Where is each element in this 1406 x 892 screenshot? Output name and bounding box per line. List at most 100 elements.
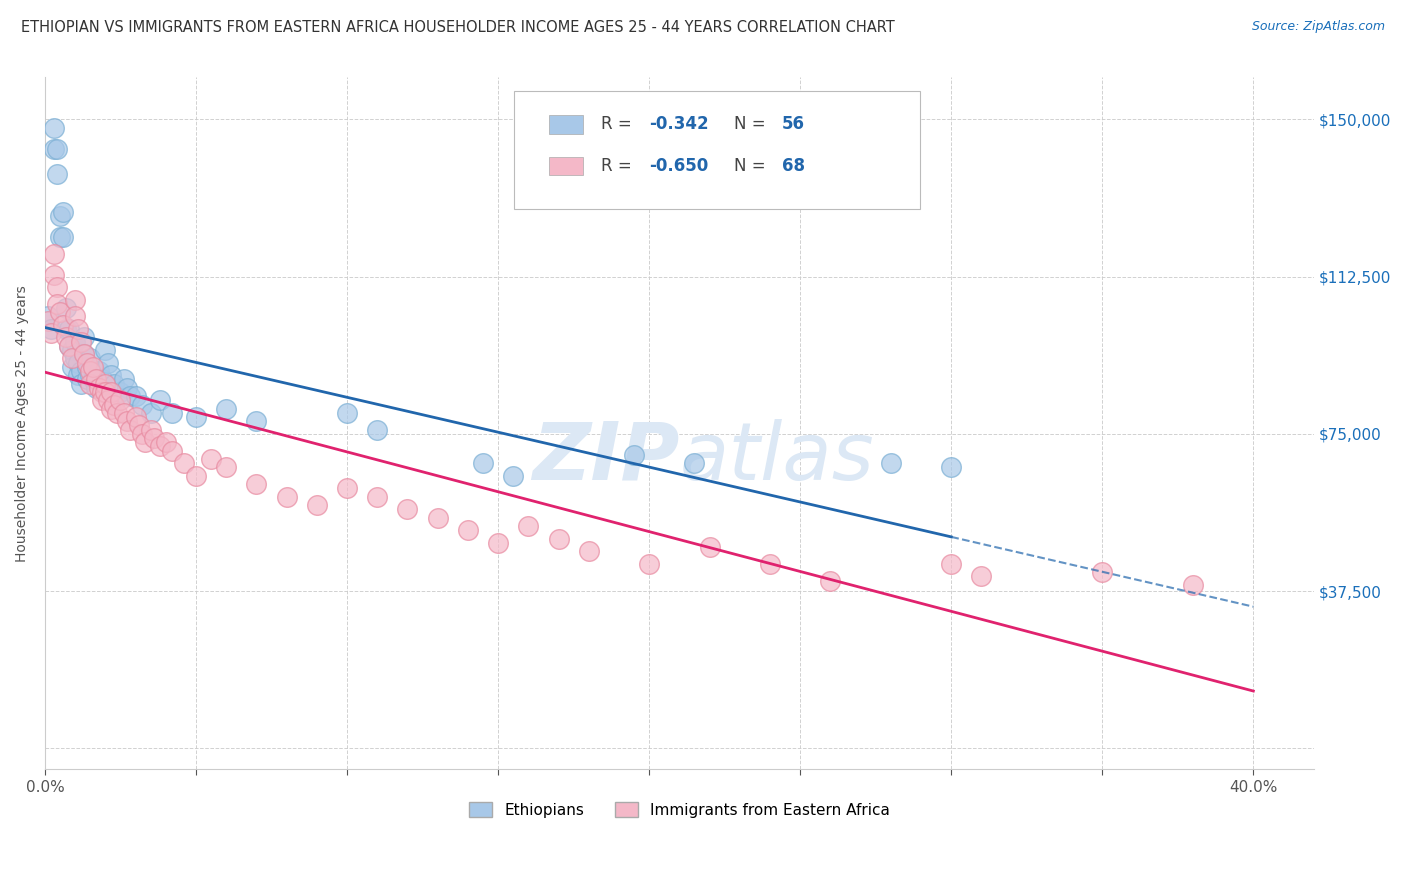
FancyBboxPatch shape — [515, 91, 921, 209]
Point — [139, 423, 162, 437]
Point — [578, 544, 600, 558]
Point — [110, 393, 132, 408]
Point — [245, 477, 267, 491]
Point — [160, 406, 183, 420]
Point — [82, 359, 104, 374]
Point — [699, 540, 721, 554]
Point — [97, 355, 120, 369]
Point — [118, 423, 141, 437]
Point — [42, 120, 65, 135]
Point — [58, 339, 80, 353]
Point — [55, 330, 77, 344]
Point — [76, 355, 98, 369]
Point — [67, 368, 90, 383]
Point — [124, 410, 146, 425]
Point — [124, 389, 146, 403]
Point — [142, 431, 165, 445]
Point — [79, 364, 101, 378]
Point — [76, 372, 98, 386]
Point — [366, 423, 388, 437]
Point — [63, 310, 86, 324]
Point — [638, 557, 661, 571]
Point — [79, 376, 101, 391]
Point — [970, 569, 993, 583]
Point — [426, 510, 449, 524]
Point — [215, 401, 238, 416]
Point — [173, 456, 195, 470]
Point — [683, 456, 706, 470]
Point — [58, 322, 80, 336]
Point — [759, 557, 782, 571]
Point — [42, 246, 65, 260]
Point — [70, 334, 93, 349]
Point — [63, 351, 86, 366]
Point — [91, 372, 114, 386]
Point — [110, 384, 132, 399]
Text: atlas: atlas — [679, 419, 875, 497]
Point — [336, 406, 359, 420]
Point — [336, 481, 359, 495]
Point — [63, 293, 86, 307]
Point — [305, 498, 328, 512]
Point — [472, 456, 495, 470]
Point — [63, 334, 86, 349]
Point — [86, 372, 108, 386]
Point — [107, 406, 129, 420]
Point — [94, 384, 117, 399]
Point — [55, 322, 77, 336]
Point — [184, 468, 207, 483]
Point — [100, 401, 122, 416]
Point — [502, 468, 524, 483]
Point — [79, 351, 101, 366]
Point — [115, 381, 138, 395]
Point — [200, 452, 222, 467]
Point — [52, 318, 75, 332]
Point — [94, 343, 117, 357]
Point — [73, 330, 96, 344]
Point — [37, 313, 59, 327]
Point — [1181, 578, 1204, 592]
Point — [49, 305, 72, 319]
Point — [100, 368, 122, 383]
Point — [76, 359, 98, 374]
Point — [46, 167, 69, 181]
Point — [52, 229, 75, 244]
Text: ZIP: ZIP — [531, 419, 679, 497]
Point — [623, 448, 645, 462]
Point — [880, 456, 903, 470]
Point — [149, 439, 172, 453]
Text: R =: R = — [600, 115, 637, 134]
Point — [91, 393, 114, 408]
Point — [134, 435, 156, 450]
Point — [73, 347, 96, 361]
Point — [184, 410, 207, 425]
Point — [131, 397, 153, 411]
Point — [366, 490, 388, 504]
Text: 56: 56 — [782, 115, 806, 134]
Point — [42, 142, 65, 156]
FancyBboxPatch shape — [548, 115, 583, 134]
Point — [97, 393, 120, 408]
Point — [820, 574, 842, 588]
Point — [60, 351, 83, 366]
Point — [55, 301, 77, 315]
Text: Source: ZipAtlas.com: Source: ZipAtlas.com — [1251, 20, 1385, 33]
Point — [89, 381, 111, 395]
Point — [49, 209, 72, 223]
Point — [94, 376, 117, 391]
Text: -0.650: -0.650 — [650, 157, 709, 175]
Point — [131, 426, 153, 441]
Point — [128, 418, 150, 433]
Point — [73, 347, 96, 361]
Point — [149, 393, 172, 408]
Point — [112, 372, 135, 386]
Point — [457, 524, 479, 538]
Point — [160, 443, 183, 458]
Point — [100, 384, 122, 399]
Point — [37, 310, 59, 324]
Point — [276, 490, 298, 504]
Point — [245, 414, 267, 428]
Text: 68: 68 — [782, 157, 806, 175]
Point — [42, 268, 65, 282]
Point — [82, 372, 104, 386]
